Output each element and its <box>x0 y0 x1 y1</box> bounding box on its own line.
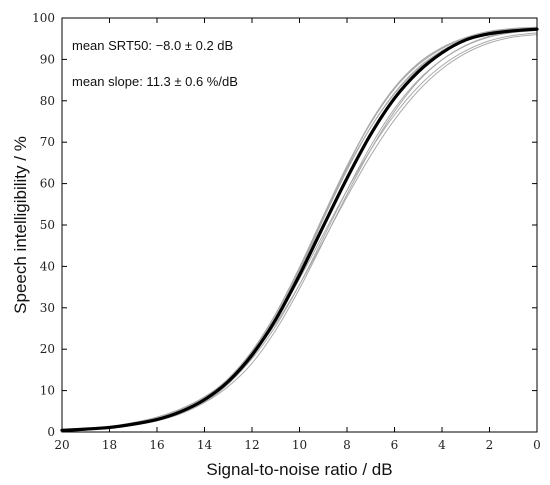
x-tick-label-2: 16 <box>149 438 164 452</box>
y-tick-label-7: 70 <box>40 135 55 149</box>
x-tick-label-9: 2 <box>486 438 494 452</box>
y-tick-label-6: 60 <box>40 177 55 191</box>
annotation-mean-slope: mean slope: 11.3 ± 0.6 %/dB <box>72 74 238 89</box>
series-line-individual-9 <box>61 34 538 431</box>
x-axis-label: Signal-to-noise ratio / dB <box>206 460 392 479</box>
x-tick-label-7: 6 <box>391 438 399 452</box>
series-line-individual-6 <box>61 29 538 431</box>
x-tick-label-5: 10 <box>292 438 307 452</box>
y-axis-label: Speech intelligibility / % <box>11 136 30 314</box>
y-tick-label-2: 20 <box>40 342 55 356</box>
y-tick-label-8: 80 <box>40 94 55 108</box>
y-tick-label-10: 100 <box>32 11 55 25</box>
series-line-individual-4 <box>61 29 538 431</box>
x-tick-label-4: 12 <box>244 438 259 452</box>
y-tick-label-3: 30 <box>40 301 55 315</box>
x-tick-label-1: 18 <box>102 438 117 452</box>
x-tick-label-10: 0 <box>533 438 541 452</box>
series-line-individual-2 <box>61 32 538 431</box>
y-tick-label-5: 50 <box>40 218 55 232</box>
series-layer <box>60 26 539 432</box>
series-line-mean <box>60 27 539 432</box>
y-tick-label-0: 0 <box>47 425 55 439</box>
x-tick-label-8: 4 <box>438 438 446 452</box>
x-tick-label-3: 14 <box>197 438 213 452</box>
x-tick-label-0: 20 <box>54 438 69 452</box>
annotation-mean-srt50: mean SRT50: −8.0 ± 0.2 dB <box>72 38 233 53</box>
x-tick-label-6: 8 <box>343 438 351 452</box>
y-tick-label-9: 90 <box>40 52 55 66</box>
y-tick-label-4: 40 <box>40 259 55 273</box>
y-tick-label-1: 10 <box>40 384 55 398</box>
